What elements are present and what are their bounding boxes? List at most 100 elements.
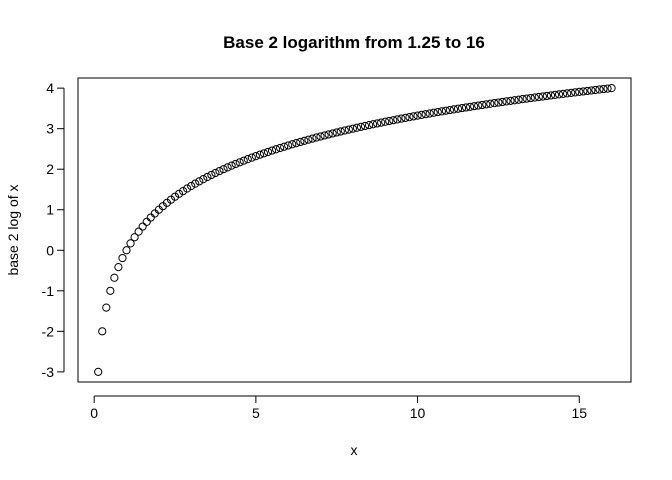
- data-point: [276, 143, 285, 153]
- data-point: [316, 132, 325, 141]
- data-point: [526, 93, 535, 103]
- data-point: [300, 136, 309, 145]
- data-point: [106, 286, 115, 295]
- y-tick-label: 4: [46, 80, 54, 96]
- data-point: [328, 129, 337, 138]
- data-point: [429, 108, 438, 117]
- data-point: [288, 140, 297, 149]
- data-point: [575, 87, 584, 97]
- data-point: [441, 106, 450, 115]
- data-point: [409, 112, 418, 121]
- y-tick-label: 3: [46, 121, 54, 137]
- data-point: [433, 107, 442, 117]
- data-point: [401, 113, 410, 122]
- data-point: [203, 172, 212, 182]
- data-point: [356, 122, 366, 131]
- data-point: [211, 168, 220, 178]
- data-point: [567, 88, 576, 97]
- data-point: [510, 96, 519, 105]
- y-tick-label: -3: [42, 364, 55, 380]
- data-point: [292, 139, 301, 148]
- x-axis: 0 5 10 15: [90, 395, 587, 421]
- data-point: [373, 119, 382, 128]
- data-point: [437, 107, 446, 116]
- data-point: [247, 153, 256, 162]
- data-point: [466, 102, 475, 111]
- data-point: [506, 96, 515, 105]
- data-point: [191, 179, 200, 188]
- data-point: [348, 124, 357, 133]
- data-point: [255, 150, 265, 159]
- data-point: [498, 97, 507, 107]
- data-point: [595, 85, 604, 94]
- data-point: [187, 181, 196, 191]
- data-point: [102, 303, 111, 312]
- data-point: [546, 91, 556, 100]
- data-point: [243, 155, 252, 164]
- y-tick-label: 0: [46, 242, 54, 258]
- data-point: [284, 141, 293, 150]
- data-point: [263, 147, 273, 157]
- data-point: [494, 98, 503, 107]
- data-point: [542, 91, 552, 101]
- data-point: [393, 115, 402, 124]
- data-point: [134, 227, 143, 236]
- data-point: [170, 192, 180, 201]
- data-point: [251, 152, 260, 161]
- data-point: [267, 146, 277, 155]
- data-point: [344, 125, 353, 134]
- y-tick-label: 2: [46, 161, 54, 177]
- data-point: [425, 109, 434, 118]
- data-point: [231, 159, 240, 169]
- data-point: [369, 120, 378, 129]
- data-point: [607, 84, 616, 93]
- data-point: [470, 102, 479, 111]
- data-point: [413, 111, 422, 120]
- data-point: [304, 135, 313, 144]
- data-point: [114, 262, 123, 272]
- x-tick-label: 15: [571, 405, 587, 421]
- data-point: [195, 177, 204, 186]
- data-point: [461, 103, 471, 112]
- data-point: [518, 95, 527, 104]
- data-point: [110, 273, 119, 282]
- data-point: [312, 133, 321, 142]
- x-tick-label: 10: [410, 405, 426, 421]
- data-point: [207, 170, 216, 180]
- data-point: [571, 88, 580, 97]
- y-axis-label: base 2 log of x: [5, 184, 21, 275]
- data-point: [199, 175, 208, 184]
- data-point: [453, 104, 463, 113]
- data-point: [563, 89, 572, 98]
- data-point: [591, 85, 600, 95]
- data-point: [603, 84, 612, 93]
- data-point: [417, 110, 426, 119]
- data-point: [239, 156, 248, 165]
- data-point: [587, 86, 596, 95]
- y-tick-label: -1: [42, 283, 55, 299]
- data-point: [271, 145, 281, 154]
- data-point: [583, 86, 592, 96]
- data-point: [126, 239, 135, 248]
- data-point: [405, 113, 414, 122]
- data-point: [219, 165, 228, 174]
- data-point: [98, 327, 107, 336]
- data-point: [235, 158, 244, 167]
- y-axis: -3 -2 -1 0 1 2 3 4: [42, 80, 65, 380]
- data-point: [352, 123, 362, 132]
- data-point: [389, 116, 398, 125]
- data-point: [530, 93, 539, 102]
- data-point: [538, 92, 547, 101]
- data-point: [364, 121, 374, 130]
- data-point: [130, 233, 139, 242]
- data-point: [340, 126, 349, 135]
- data-point: [449, 105, 459, 114]
- data-point: [142, 217, 151, 226]
- data-point: [486, 99, 495, 108]
- data-point: [308, 134, 317, 143]
- data-point: [558, 89, 568, 98]
- data-point: [94, 367, 103, 376]
- data-point: [445, 105, 454, 115]
- plot-frame: [77, 77, 632, 383]
